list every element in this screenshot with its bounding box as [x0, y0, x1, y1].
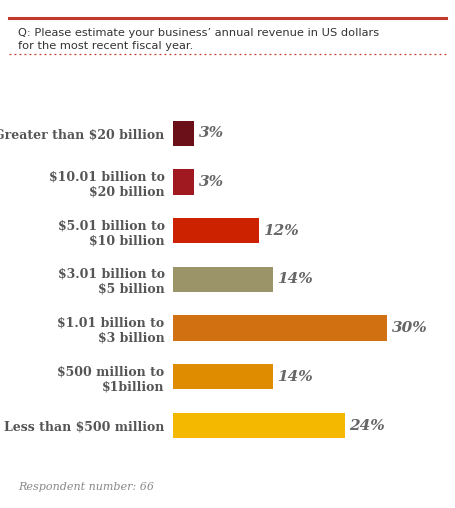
Bar [173, 267, 273, 292]
Bar [173, 120, 194, 146]
Text: for the most recent fiscal year.: for the most recent fiscal year. [18, 41, 193, 51]
Text: 14%: 14% [277, 272, 313, 287]
Bar [173, 218, 259, 243]
Bar [173, 364, 273, 390]
Bar [173, 413, 344, 438]
Text: 12%: 12% [263, 224, 299, 238]
Bar [173, 169, 194, 195]
Text: 14%: 14% [277, 370, 313, 384]
Text: 30%: 30% [392, 321, 427, 335]
Text: Q: Please estimate your business’ annual revenue in US dollars: Q: Please estimate your business’ annual… [18, 28, 379, 38]
Text: Respondent number: 66: Respondent number: 66 [18, 482, 154, 492]
Text: 24%: 24% [349, 419, 384, 432]
Text: 3%: 3% [199, 175, 224, 189]
Text: 3%: 3% [199, 126, 224, 140]
Bar [173, 315, 387, 341]
